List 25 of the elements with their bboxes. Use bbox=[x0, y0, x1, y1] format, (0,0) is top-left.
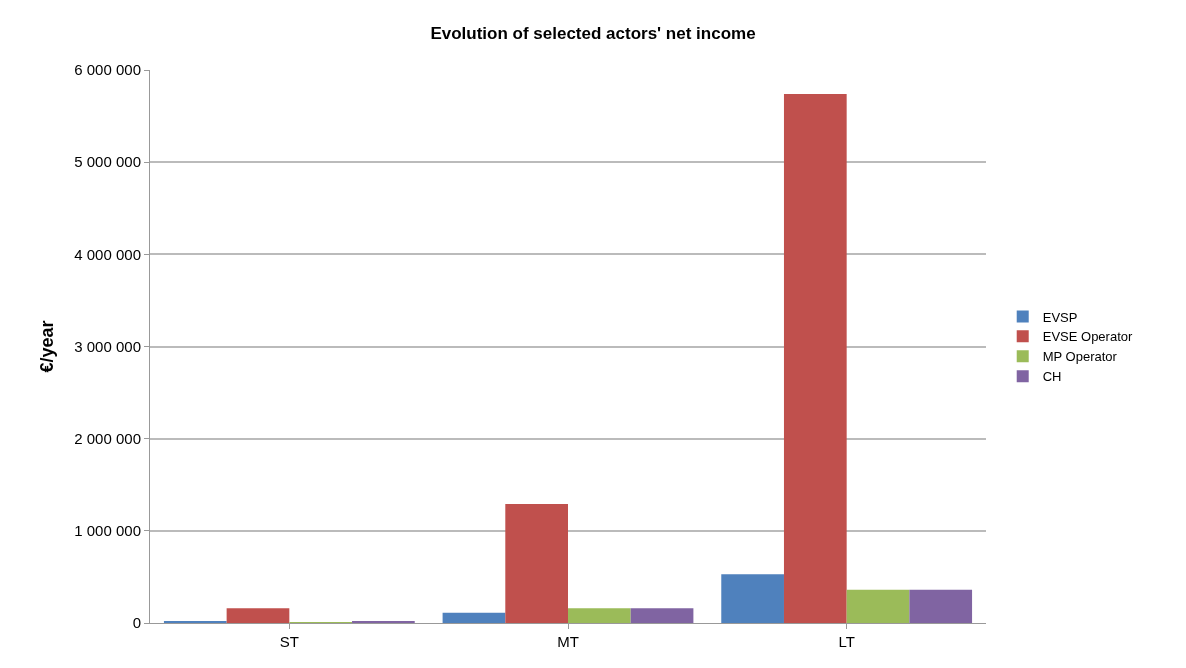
bar bbox=[721, 574, 784, 623]
y-tick-label: 1 000 000 bbox=[74, 522, 141, 540]
chart-title: Evolution of selected actors' net income bbox=[430, 23, 756, 43]
bar bbox=[909, 589, 973, 623]
x-tick-label: LT bbox=[838, 633, 855, 650]
x-tick-label: ST bbox=[279, 633, 299, 650]
y-tick-label: 3 000 000 bbox=[74, 337, 141, 355]
y-tick-label: 4 000 000 bbox=[74, 245, 141, 263]
y-tick-label: 5 000 000 bbox=[74, 153, 141, 171]
bar bbox=[783, 93, 847, 623]
bar bbox=[846, 589, 910, 623]
bar bbox=[442, 612, 506, 623]
y-tick-label: 6 000 000 bbox=[74, 61, 141, 79]
legend-label: EVSP bbox=[1042, 309, 1078, 325]
bar bbox=[505, 504, 568, 623]
legend-label: MP Operator bbox=[1042, 349, 1118, 365]
y-tick-label: 2 000 000 bbox=[74, 429, 141, 447]
y-tick-label: 0 bbox=[132, 614, 141, 632]
bar bbox=[630, 608, 694, 623]
bar bbox=[568, 608, 631, 623]
y-axis-title: €/year bbox=[37, 320, 58, 373]
legend-label: CH bbox=[1042, 369, 1062, 385]
bar bbox=[226, 608, 290, 623]
legend-label: EVSE Operator bbox=[1042, 329, 1133, 345]
x-tick-label: MT bbox=[557, 633, 579, 650]
